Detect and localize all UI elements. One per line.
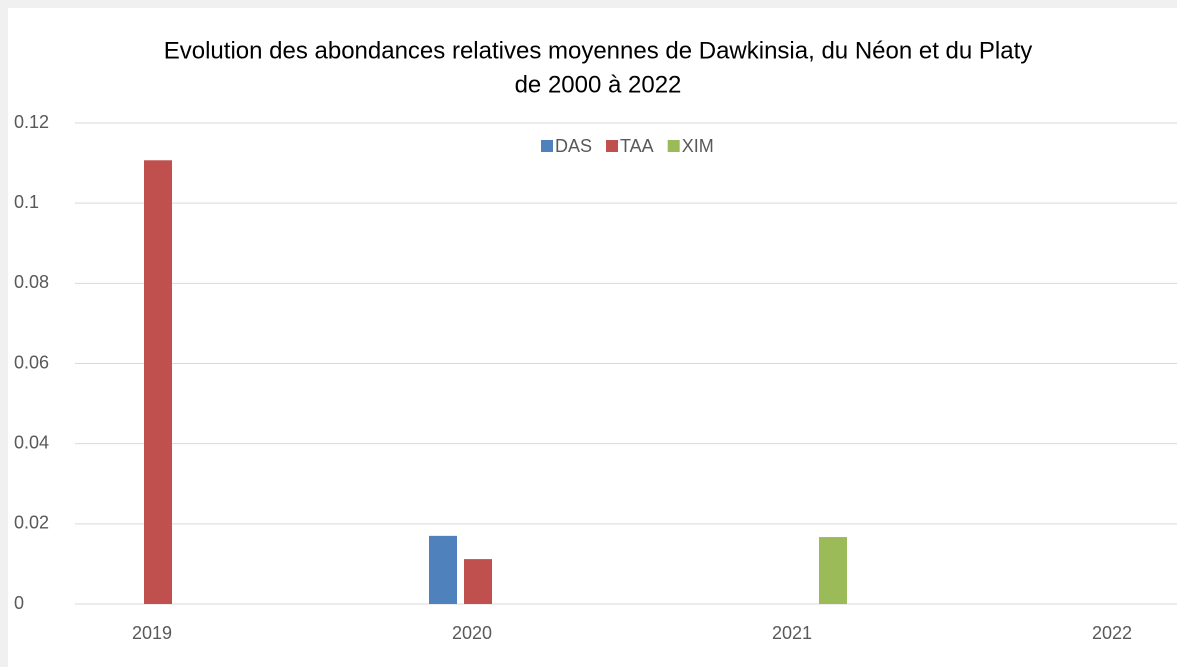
y-tick-label: 0.12 — [14, 112, 49, 132]
chart-title: Evolution des abondances relatives moyen… — [164, 37, 1033, 64]
chart-title: de 2000 à 2022 — [515, 71, 682, 98]
legend-swatch — [541, 140, 553, 152]
bar — [429, 535, 457, 604]
x-tick-label: 2019 — [132, 623, 172, 643]
legend-swatch — [667, 140, 680, 152]
x-tick-label: 2021 — [772, 623, 812, 643]
x-tick-label: 2022 — [1092, 623, 1132, 643]
bar — [464, 559, 492, 604]
bar — [819, 537, 847, 604]
y-tick-label: 0 — [14, 593, 24, 613]
y-tick-label: 0.08 — [14, 272, 49, 292]
legend-label: TAA — [620, 136, 654, 156]
legend-label: DAS — [555, 136, 592, 156]
legend-swatch — [606, 140, 619, 152]
y-tick-label: 0.06 — [14, 352, 49, 372]
x-tick-label: 2020 — [452, 623, 492, 643]
y-tick-label: 0.02 — [14, 513, 49, 533]
bar — [144, 160, 172, 604]
chart-area — [8, 8, 1177, 667]
legend-label: XIM — [682, 136, 714, 156]
y-tick-label: 0.04 — [14, 432, 49, 452]
y-tick-label: 0.1 — [14, 192, 39, 212]
